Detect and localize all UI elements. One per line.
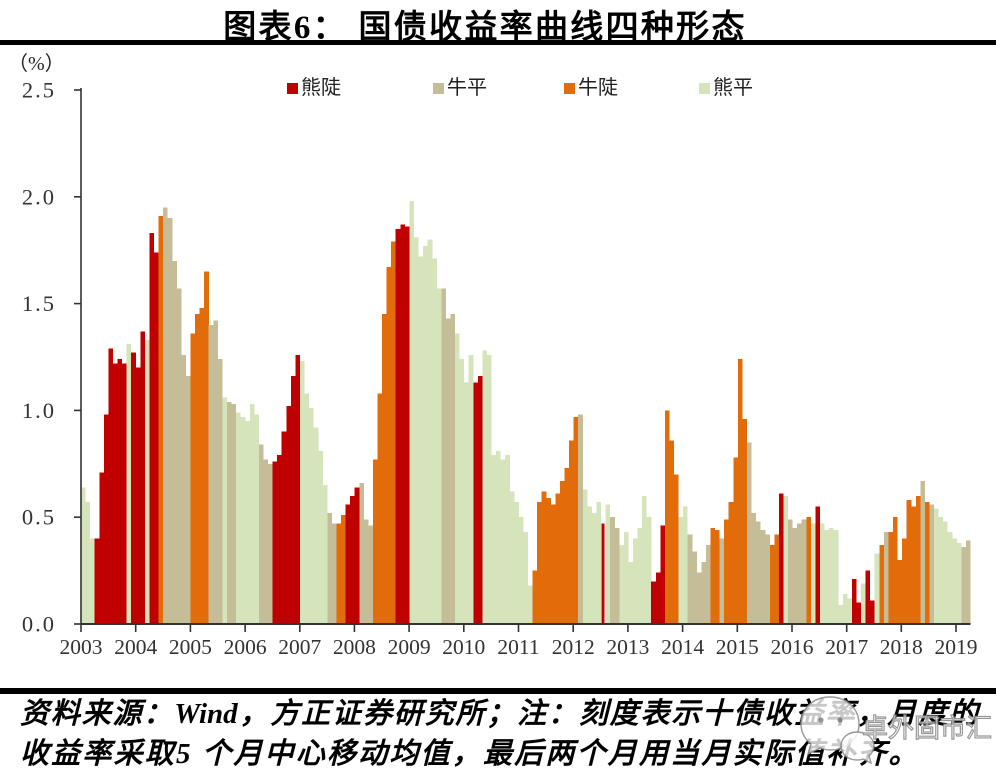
svg-text:2019: 2019 bbox=[935, 635, 978, 659]
svg-text:2017: 2017 bbox=[825, 635, 868, 659]
svg-text:1.0: 1.0 bbox=[22, 398, 56, 423]
svg-text:2007: 2007 bbox=[278, 635, 321, 659]
svg-text:2003: 2003 bbox=[60, 635, 103, 659]
svg-text:2012: 2012 bbox=[552, 635, 595, 659]
svg-text:0.5: 0.5 bbox=[22, 505, 56, 530]
svg-text:2016: 2016 bbox=[771, 635, 814, 659]
svg-text:2015: 2015 bbox=[716, 635, 759, 659]
svg-text:2.5: 2.5 bbox=[22, 78, 56, 103]
svg-text:2011: 2011 bbox=[497, 635, 539, 659]
svg-text:2004: 2004 bbox=[114, 635, 157, 659]
svg-text:0.0: 0.0 bbox=[22, 612, 56, 637]
svg-text:2013: 2013 bbox=[606, 635, 649, 659]
svg-text:2008: 2008 bbox=[333, 635, 376, 659]
svg-text:2010: 2010 bbox=[442, 635, 485, 659]
svg-text:2.0: 2.0 bbox=[22, 184, 56, 209]
svg-text:2006: 2006 bbox=[224, 635, 267, 659]
svg-text:1.5: 1.5 bbox=[22, 291, 56, 316]
svg-text:2009: 2009 bbox=[388, 635, 431, 659]
svg-text:2005: 2005 bbox=[169, 635, 212, 659]
svg-text:2014: 2014 bbox=[661, 635, 704, 659]
svg-text:2018: 2018 bbox=[880, 635, 923, 659]
svg-text:卓外固市汇: 卓外固市汇 bbox=[862, 713, 992, 743]
